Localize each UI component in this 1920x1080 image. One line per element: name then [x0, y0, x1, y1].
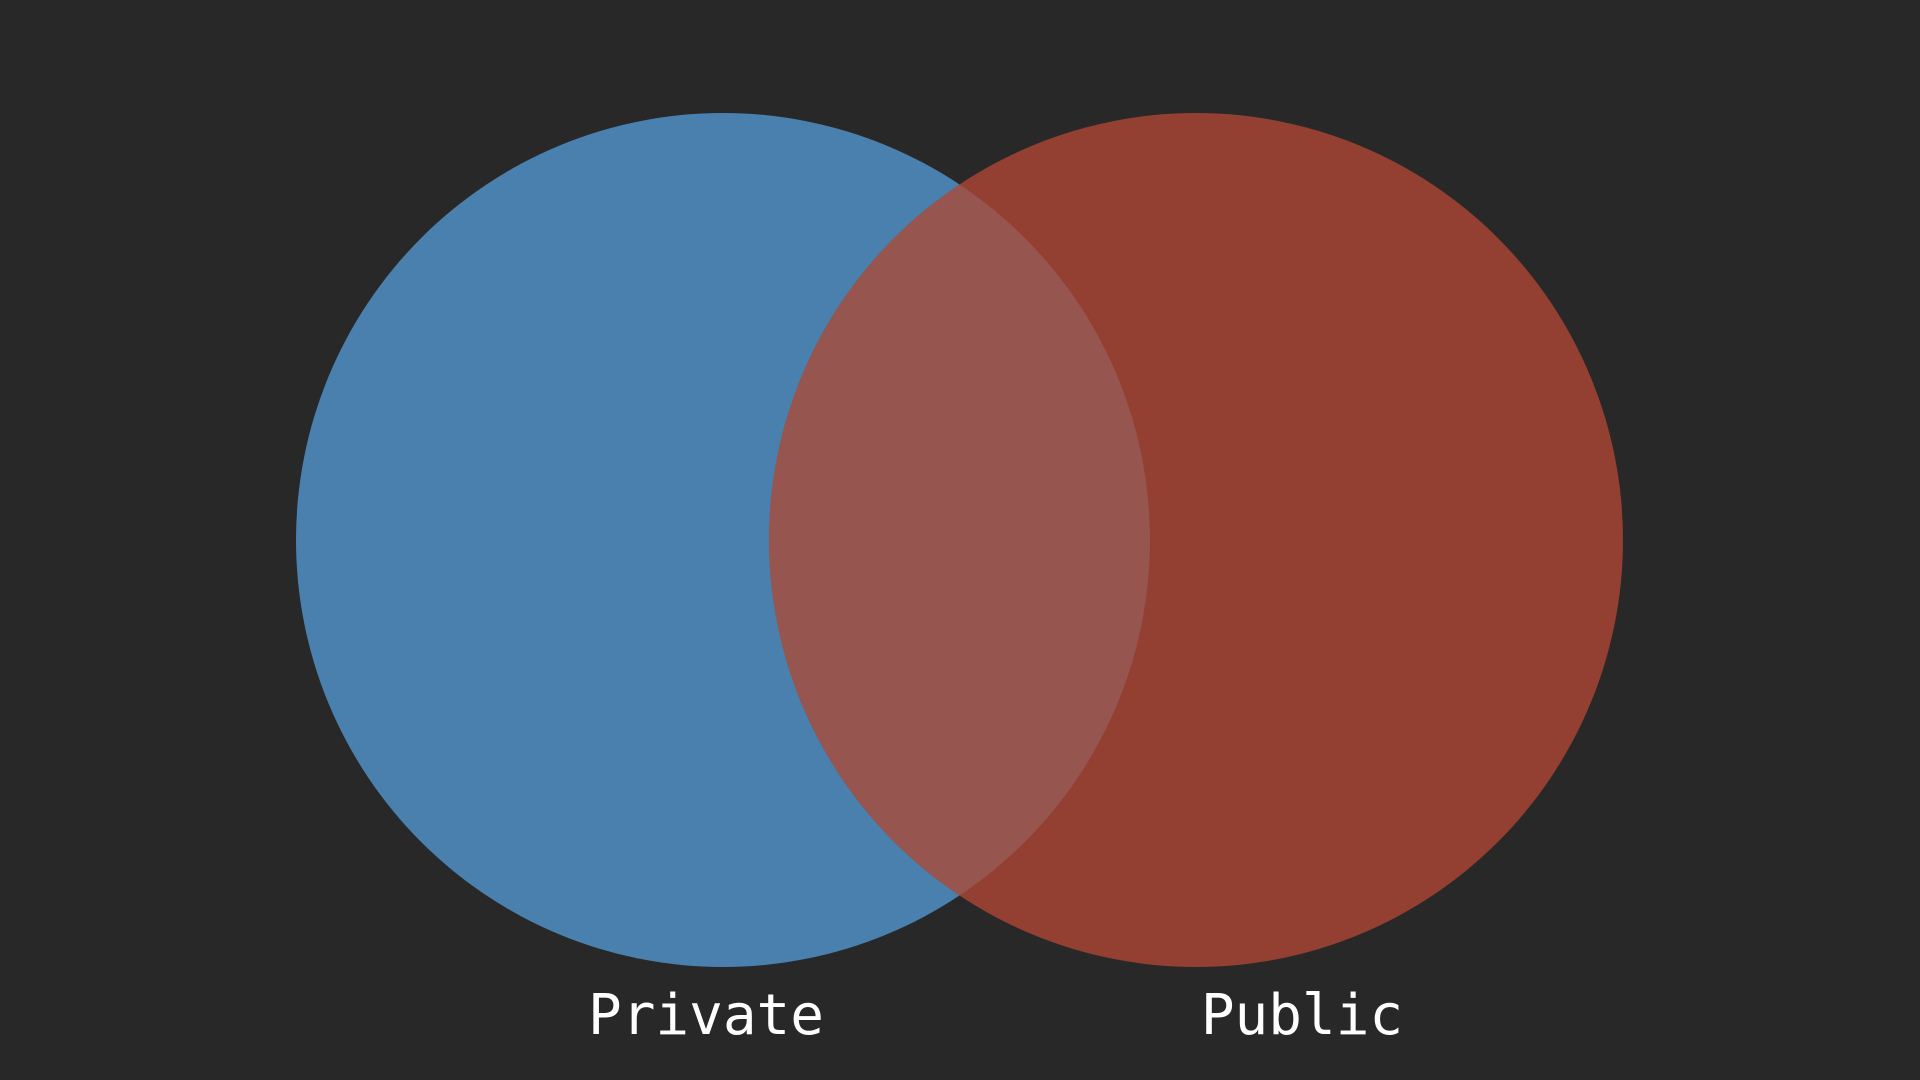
label-private: Private [588, 983, 824, 1048]
venn-overlap-region [769, 113, 1150, 967]
label-public: Public [1201, 983, 1403, 1048]
